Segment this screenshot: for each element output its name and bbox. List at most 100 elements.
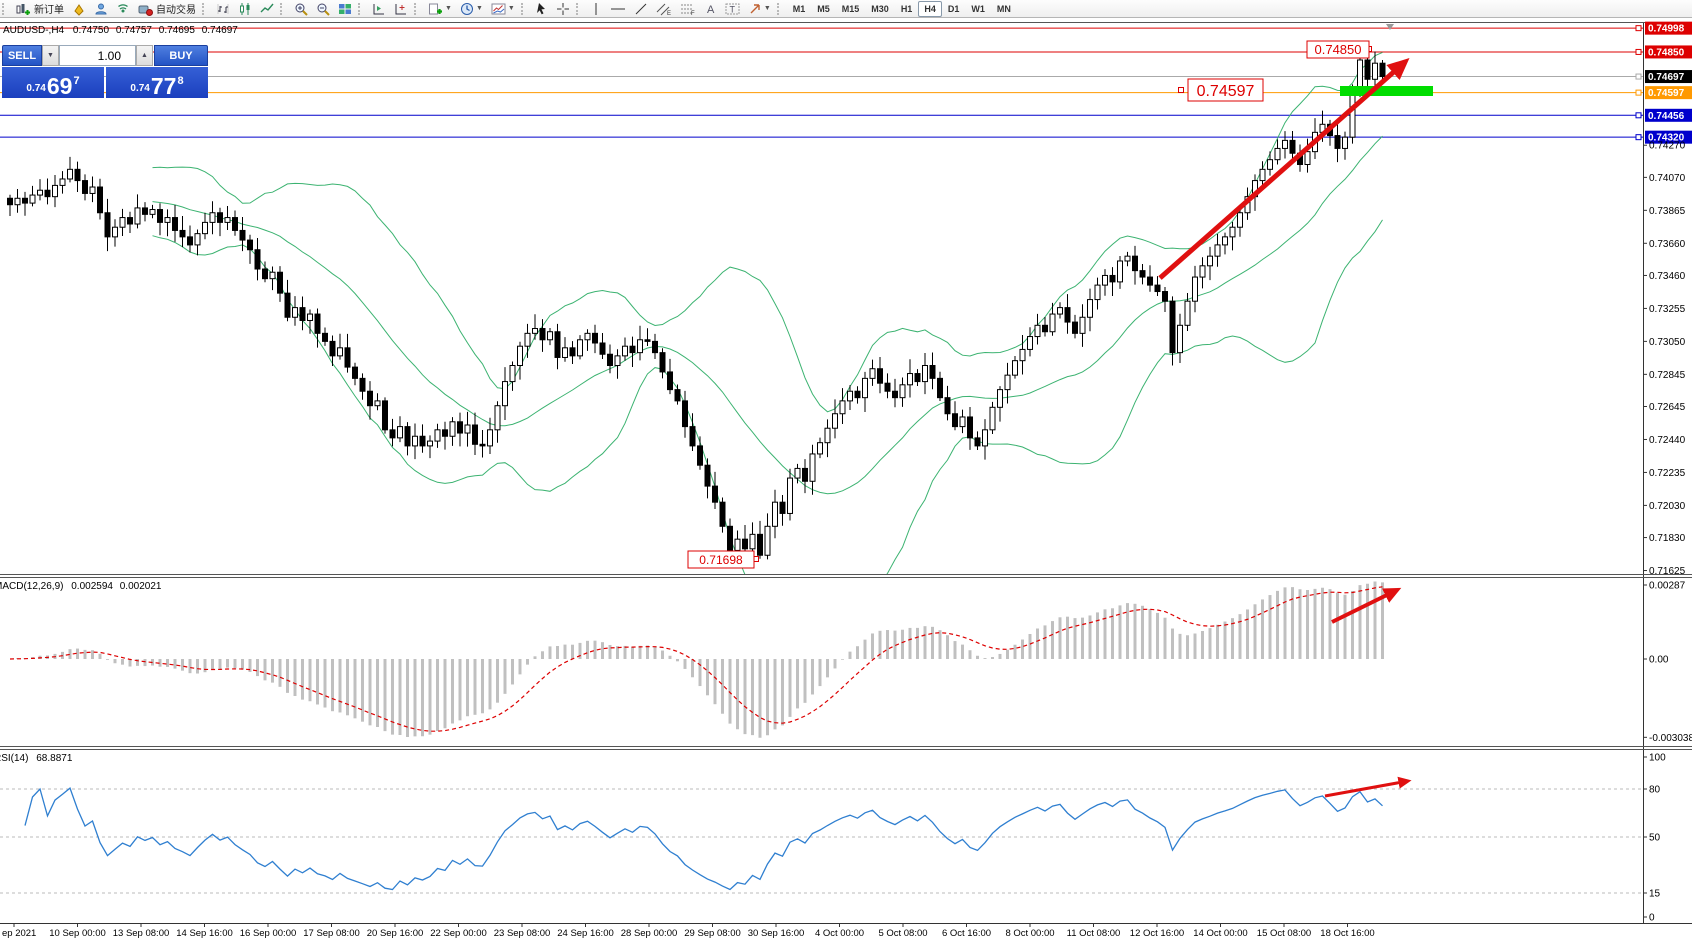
signals-button[interactable] (112, 0, 134, 17)
navigator-button[interactable] (368, 0, 390, 17)
macd-trend-arrow[interactable] (1331, 587, 1402, 624)
indicators-button[interactable]: ▼ (424, 0, 456, 17)
autotrade-button[interactable]: 自动交易 (134, 0, 200, 17)
rsi-axis-label: 100 (1649, 753, 1666, 764)
text-label-tool[interactable]: T (721, 0, 744, 17)
sell-price-main: 69 (46, 73, 73, 99)
toolbar-grip[interactable] (202, 2, 209, 15)
chart-annotations[interactable]: 0.74850 0.74597 0.71698 (687, 40, 1433, 798)
bollinger-bands (152, 51, 1383, 574)
rsi-value: 68.8871 (36, 753, 73, 764)
time-tick-label: 5 Oct 08:00 (878, 928, 927, 939)
trendline-tool[interactable] (630, 0, 652, 17)
level-anchor[interactable] (1635, 112, 1642, 119)
svg-text:E: E (667, 11, 671, 16)
entry-price-callout-anchor[interactable] (1178, 87, 1184, 93)
time-tick-label: 4 Oct 00:00 (815, 928, 864, 939)
autotrade-icon (138, 2, 153, 16)
main-toolbar: 新订单 自动交易 ▼ ▼ ▼ E F A T ▼ (0, 0, 1692, 18)
volume-input[interactable]: 1.00 (59, 45, 136, 66)
price-tick-label: 0.72645 (1649, 402, 1686, 413)
volume-increase-button[interactable]: ▲ (136, 45, 153, 66)
buy-price-button[interactable]: 0.74 77 8 (106, 67, 208, 98)
toolbar-grip[interactable] (575, 2, 583, 15)
tf-button-mn[interactable]: MN (996, 3, 1011, 14)
community-button[interactable] (90, 0, 112, 17)
mql-market-button[interactable] (68, 0, 90, 17)
level-anchor[interactable] (1635, 48, 1642, 55)
supply-zone-rect[interactable] (1340, 86, 1433, 96)
price-tick-label: 0.71625 (1649, 566, 1686, 577)
level-anchor[interactable] (1635, 89, 1642, 96)
rsi-trend-arrow[interactable] (1324, 776, 1412, 798)
vertical-line-tool[interactable] (586, 0, 606, 17)
sell-price-pip: 7 (73, 75, 80, 87)
low-price-callout[interactable] (687, 550, 755, 569)
toolbar-grip[interactable] (358, 2, 365, 15)
toolbar-grip[interactable] (776, 2, 784, 15)
time-tick-label: 10 Sep 00:00 (49, 928, 106, 939)
chart-shift-marker[interactable] (1386, 24, 1394, 30)
zoom-in-button[interactable] (290, 0, 312, 17)
sell-price-button[interactable]: 0.74 69 7 (2, 67, 104, 98)
periods-button[interactable]: ▼ (456, 0, 487, 17)
tf-button-w1[interactable]: W1 (971, 3, 985, 14)
level-anchor[interactable] (1635, 73, 1642, 80)
time-axis-labels: ep 2021 10 Sep 00:00 13 Sep 08:00 14 Sep 16… (2, 923, 1375, 939)
buy-price-main: 77 (150, 73, 177, 99)
tf-button-m30[interactable]: M30 (871, 3, 889, 14)
data-window-button[interactable] (390, 0, 412, 17)
text-tool[interactable]: A (700, 0, 721, 17)
time-tick-label: 20 Sep 16:00 (367, 928, 424, 939)
crosshair-button[interactable] (552, 0, 574, 17)
toolbar-grip[interactable] (520, 2, 528, 15)
rsi-line (24, 787, 1383, 891)
time-tick-label: 18 Oct 16:00 (1320, 928, 1374, 939)
cursor-button[interactable] (531, 0, 552, 17)
signal-icon (116, 2, 130, 16)
tile-windows-button[interactable] (334, 0, 356, 17)
price-tick-label: 0.73865 (1649, 206, 1686, 217)
time-tick-label: 28 Sep 00:00 (621, 928, 678, 939)
candlestick-chart-button[interactable] (234, 0, 256, 17)
entry-price-callout[interactable] (1187, 78, 1264, 102)
channel-tool[interactable]: E (652, 0, 676, 17)
buy-button[interactable]: BUY (154, 45, 208, 66)
bar-chart-button[interactable] (212, 0, 234, 17)
time-tick-label: 22 Sep 00:00 (430, 928, 487, 939)
sell-button[interactable]: SELL (2, 45, 42, 66)
price-tick-label: 0.72030 (1649, 501, 1686, 512)
tf-button-d1[interactable]: D1 (947, 3, 960, 14)
price-level-label: 0.74456 (1648, 111, 1685, 122)
tf-button-m15[interactable]: M15 (841, 3, 860, 14)
horizontal-line-tool[interactable] (606, 0, 630, 17)
tf-button-h1[interactable]: H1 (900, 3, 913, 14)
toolbar-grip[interactable] (414, 2, 421, 15)
tf-button-h4[interactable]: H4 (918, 0, 942, 17)
macd-name: MACD(12,26,9) (0, 581, 63, 592)
buy-price-pip: 8 (177, 75, 184, 87)
tf-button-m1[interactable]: M1 (792, 3, 806, 14)
templates-button[interactable]: ▼ (487, 0, 519, 17)
dropdown-arrow-icon: ▼ (763, 5, 771, 12)
macd-indicator (9, 581, 1384, 738)
fibonacci-tool[interactable]: F (676, 0, 700, 17)
arrows-tool[interactable]: ▼ (744, 0, 775, 17)
volume-decrease-button[interactable]: ▼ (42, 45, 59, 66)
time-tick-label: 16 Sep 00:00 (240, 928, 297, 939)
toolbar-grip[interactable] (280, 2, 287, 15)
toolbar-grip[interactable] (2, 2, 9, 15)
ohlc-close: 0.74697 (202, 25, 239, 36)
high-price-callout[interactable] (1306, 40, 1370, 59)
market-icon (72, 2, 86, 16)
level-anchor[interactable] (1635, 25, 1642, 32)
macd-axis-label: 0.00 (1649, 655, 1669, 666)
new-order-button[interactable]: 新订单 (12, 0, 68, 17)
zoom-out-button[interactable] (312, 0, 334, 17)
tf-button-m5[interactable]: M5 (817, 3, 830, 14)
level-anchor[interactable] (1635, 134, 1642, 141)
price-level-label: 0.74320 (1648, 133, 1685, 144)
line-chart-button[interactable] (256, 0, 278, 17)
trend-arrow-main[interactable] (1158, 58, 1410, 280)
